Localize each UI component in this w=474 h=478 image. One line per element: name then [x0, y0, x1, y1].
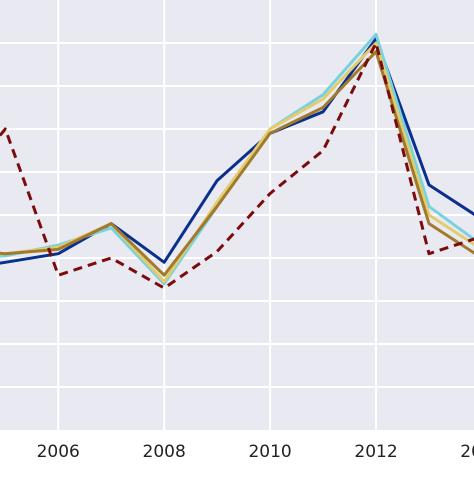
x-tick-label: 2008 — [143, 442, 186, 462]
x-tick-labels: 2006 2008 2010 2012 2014 — [37, 442, 474, 462]
series-lines — [0, 32, 474, 290]
x-tick-label: 2012 — [354, 442, 397, 462]
x-tick-label: 2006 — [37, 442, 80, 462]
series-line-5 — [0, 41, 474, 290]
x-tick-label: 2014 — [460, 442, 474, 462]
x-tick-label: 2010 — [248, 442, 291, 462]
y-gridlines — [0, 42, 474, 388]
